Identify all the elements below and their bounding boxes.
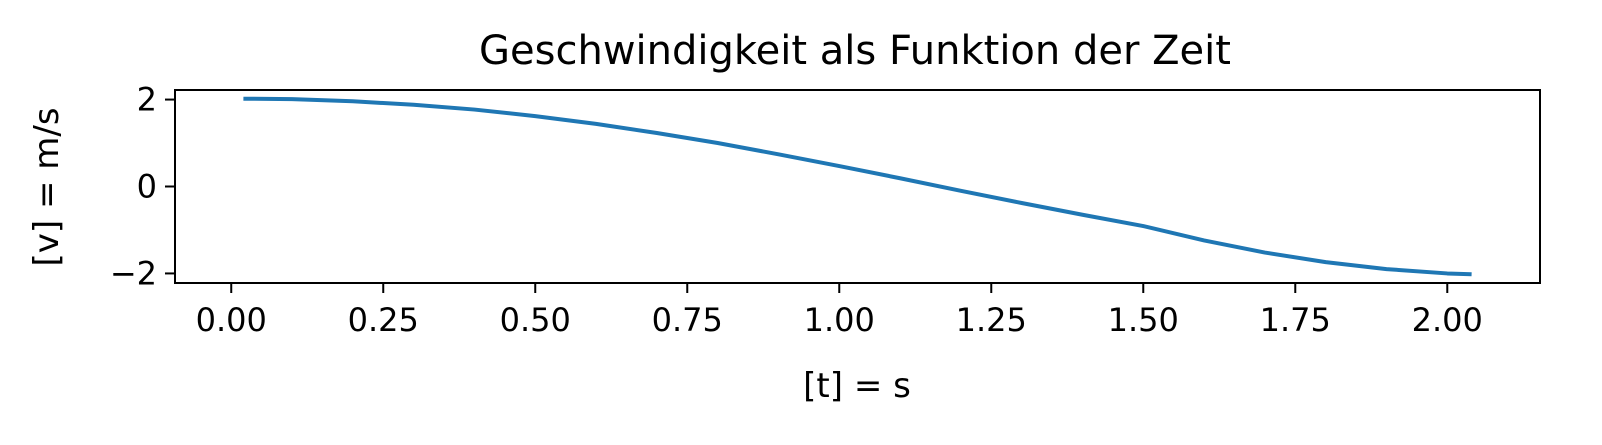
y-tick-label: 0 — [137, 168, 157, 206]
y-axis: 2 0 −2 — [110, 81, 175, 292]
plot-frame — [174, 89, 1541, 284]
x-tick-label: 1.75 — [1260, 301, 1331, 339]
plot-area — [243, 96, 1472, 277]
x-tick-label: 2.00 — [1412, 301, 1483, 339]
x-axis: 0.00 0.25 0.50 0.75 1.00 1.25 1.50 1.75 2.00 — [196, 283, 1483, 339]
x-tick-label: 1.25 — [956, 301, 1027, 339]
chart-title: Geschwindigkeit als Funktion der Zeit — [479, 28, 1231, 74]
x-tick-label: 0.75 — [652, 301, 723, 339]
x-tick-label: 0.50 — [500, 301, 571, 339]
y-axis-label: [v] = m/s — [27, 107, 67, 266]
x-axis-label: [t] = s — [803, 366, 911, 406]
y-tick-label: −2 — [110, 254, 157, 292]
x-tick-label: 0.25 — [348, 301, 419, 339]
x-tick-label: 1.00 — [804, 301, 875, 339]
series-line-1 — [243, 96, 1472, 277]
x-tick-label: 1.50 — [1108, 301, 1179, 339]
x-tick-label: 0.00 — [196, 301, 267, 339]
y-tick-label: 2 — [137, 81, 157, 119]
